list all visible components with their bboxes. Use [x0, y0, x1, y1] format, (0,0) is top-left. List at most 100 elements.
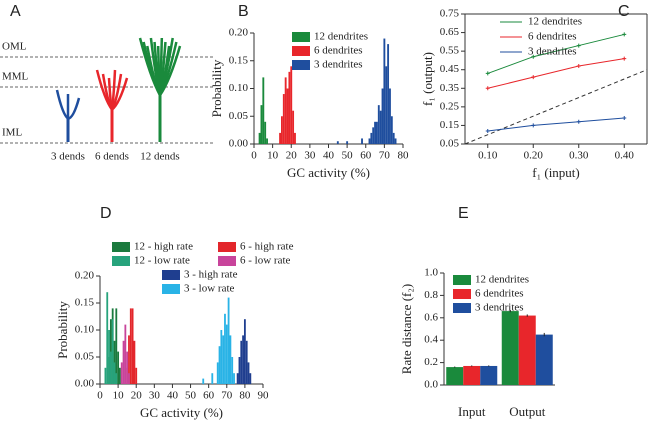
layer-label: MML: [2, 71, 29, 83]
point: [622, 116, 627, 120]
y-tick-label: 0.15: [229, 54, 249, 66]
y-tick-label: 0.25: [440, 100, 460, 112]
bar: [501, 311, 519, 385]
y-tick-label: 0.00: [75, 378, 95, 390]
bar: [128, 373, 130, 384]
bar: [216, 362, 219, 384]
bar: [294, 132, 296, 144]
bar: [535, 334, 553, 385]
bar: [218, 346, 221, 384]
panel-letter: D: [100, 205, 112, 222]
bar: [129, 308, 132, 384]
bar: [236, 373, 239, 384]
bar: [374, 121, 376, 144]
bar: [117, 351, 120, 384]
bar: [394, 138, 397, 144]
x-tick-label: 30: [149, 390, 161, 402]
bar: [231, 357, 234, 384]
x-axis-label: GC activity (%): [140, 405, 223, 420]
y-tick-label: 0.05: [440, 138, 460, 150]
legend-label: 12 dendrites: [475, 274, 529, 286]
legend-swatch: [112, 256, 130, 266]
bar: [126, 351, 129, 384]
bar: [220, 330, 223, 384]
bar: [229, 335, 232, 384]
bar: [135, 367, 138, 384]
bar: [282, 94, 285, 144]
bar: [385, 66, 388, 144]
x-tick-label: 70: [221, 390, 233, 402]
legend-label: 12 dendrites: [528, 16, 582, 28]
bar: [463, 365, 481, 385]
y-tick-label: 0.00: [229, 138, 249, 150]
x-tick-label: 90: [258, 390, 270, 402]
line: [487, 33, 625, 74]
x-tick-label: 20: [286, 150, 298, 162]
y-tick-label: 0.20: [75, 270, 95, 282]
identity-line: [464, 69, 648, 145]
layer-label: OML: [2, 41, 27, 53]
bar: [480, 365, 498, 385]
bar: [258, 132, 261, 144]
x-axis-label: GC activity (%): [287, 165, 370, 180]
bar: [131, 308, 134, 384]
legend-swatch: [453, 303, 471, 313]
x-tick-label: 80: [239, 390, 251, 402]
point: [622, 56, 627, 61]
x-tick-label: 0.10: [478, 150, 498, 162]
y-tick-label: 0.45: [440, 63, 460, 75]
legend-label: 12 - low rate: [134, 255, 190, 267]
x-tick-label: 0: [251, 150, 257, 162]
y-tick-label: 0.15: [440, 119, 460, 131]
bar: [111, 319, 114, 384]
legend-label: 6 - high rate: [240, 241, 294, 253]
legend-label: 6 dendrites: [528, 31, 577, 43]
legend-label: 3 dendrites: [314, 59, 363, 71]
bar: [390, 116, 393, 144]
y-tick-label: 0.10: [75, 324, 95, 336]
bar: [262, 77, 265, 144]
x-tick-label: 50: [185, 390, 197, 402]
x-tick-label: 50: [342, 150, 354, 162]
x-tick-label: 40: [167, 390, 179, 402]
x-tick-label: 0.20: [524, 150, 544, 162]
bar: [119, 367, 121, 384]
point: [531, 54, 536, 59]
point: [531, 123, 536, 128]
point: [531, 75, 536, 80]
legend-label: 3 - low rate: [184, 283, 235, 295]
bar: [227, 297, 230, 384]
bar: [387, 44, 390, 144]
bar: [368, 138, 371, 144]
dendrite-branch: [158, 45, 182, 96]
x-axis-label: f₁ (input): [532, 165, 580, 180]
bar: [106, 292, 109, 384]
legend-swatch: [453, 289, 471, 299]
x-tick-label: 70: [379, 150, 391, 162]
bar: [286, 88, 289, 144]
x-tick-label: 0.40: [615, 150, 635, 162]
bar: [238, 357, 241, 384]
bar: [392, 132, 395, 144]
cell-label: 6 dends: [95, 151, 129, 163]
bar: [113, 362, 116, 384]
y-tick-label: 0.0: [424, 379, 438, 391]
bar: [292, 110, 295, 144]
point: [485, 129, 490, 133]
legend-label: 3 dendrites: [528, 46, 577, 58]
bar: [266, 138, 268, 144]
y-tick-label: 0.2: [424, 356, 438, 368]
bar: [225, 324, 228, 384]
legend-label: 6 - low rate: [240, 255, 291, 267]
y-tick-label: 0.05: [229, 110, 249, 122]
bar: [243, 319, 246, 384]
bar: [336, 141, 339, 144]
bar: [128, 335, 130, 384]
point: [485, 71, 490, 76]
point: [576, 64, 581, 68]
y-tick-label: 0.75: [440, 8, 460, 20]
legend-swatch: [162, 284, 180, 294]
y-tick-label: 0.15: [75, 297, 95, 309]
x-tick-label: 30: [304, 150, 316, 162]
